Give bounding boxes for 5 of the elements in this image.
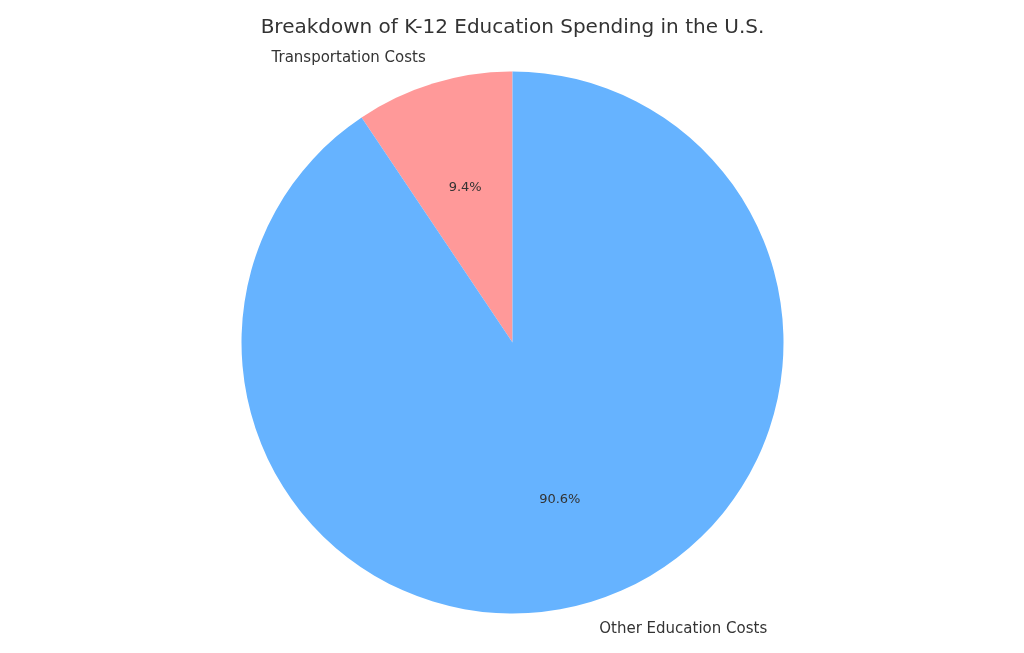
- slice-label: Other Education Costs: [599, 618, 768, 637]
- data-label: 9.4%: [448, 179, 482, 195]
- chart-title: Breakdown of K-12 Education Spending in the U.S.: [260, 13, 765, 38]
- slice-label: Transportation Costs: [270, 48, 426, 67]
- data-label: 90.6%: [539, 490, 581, 506]
